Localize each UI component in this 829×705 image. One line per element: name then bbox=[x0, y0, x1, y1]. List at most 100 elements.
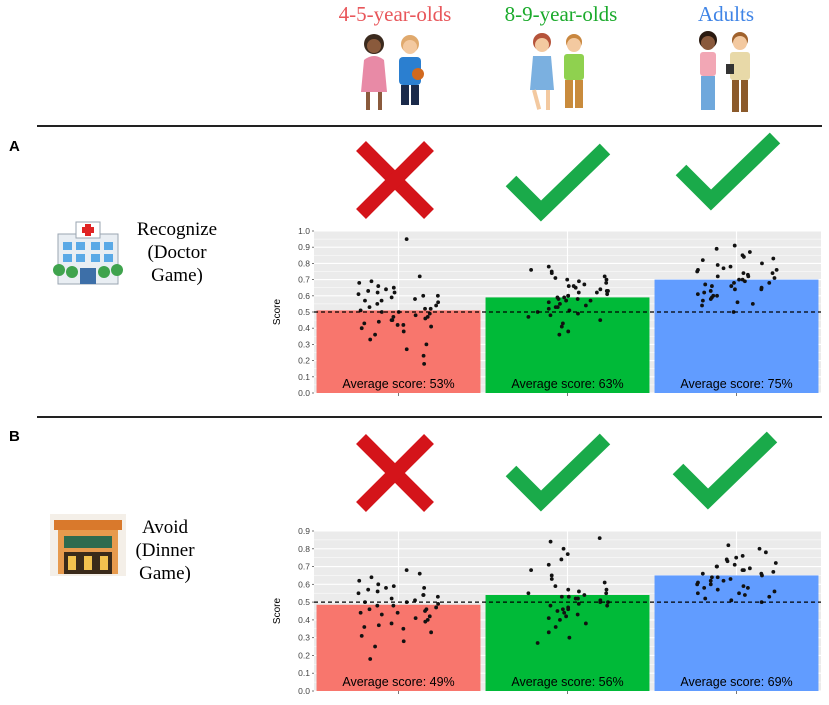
data-point bbox=[602, 274, 607, 279]
y-tick-label: 0.9 bbox=[298, 526, 310, 536]
adults-illustration bbox=[699, 31, 750, 112]
data-point bbox=[553, 584, 558, 589]
data-point bbox=[708, 578, 713, 583]
data-point bbox=[703, 596, 708, 601]
data-point bbox=[732, 562, 737, 567]
data-point bbox=[567, 308, 572, 313]
data-point bbox=[421, 593, 426, 597]
data-point bbox=[702, 585, 707, 590]
data-point bbox=[368, 657, 373, 661]
data-point bbox=[558, 302, 562, 306]
data-point bbox=[721, 266, 726, 271]
data-point bbox=[559, 324, 564, 329]
data-point bbox=[770, 271, 775, 276]
data-point bbox=[732, 280, 736, 285]
data-point bbox=[427, 614, 432, 619]
data-point bbox=[710, 575, 714, 580]
data-point bbox=[598, 318, 603, 322]
data-point bbox=[434, 605, 439, 610]
data-point bbox=[356, 292, 361, 297]
data-point bbox=[583, 621, 588, 626]
data-point bbox=[703, 282, 708, 287]
data-point bbox=[546, 264, 551, 269]
condition-line: (Doctor bbox=[147, 242, 207, 263]
data-point bbox=[401, 639, 406, 644]
data-point bbox=[401, 329, 406, 334]
data-point bbox=[772, 276, 777, 280]
data-point bbox=[721, 578, 726, 583]
group-label-middle: 8-9-year-olds bbox=[504, 2, 618, 26]
data-point bbox=[529, 267, 533, 272]
separator-middle bbox=[37, 416, 822, 418]
data-point bbox=[695, 269, 700, 274]
data-point bbox=[375, 589, 380, 594]
data-point bbox=[708, 582, 713, 587]
data-point bbox=[429, 630, 434, 635]
data-point bbox=[417, 274, 422, 279]
data-point bbox=[546, 616, 551, 621]
condition-line: Game) bbox=[139, 563, 191, 584]
data-point bbox=[424, 342, 429, 347]
y-tick-label: 0.0 bbox=[298, 388, 310, 398]
data-point bbox=[576, 596, 580, 601]
data-point bbox=[702, 290, 707, 295]
data-point bbox=[423, 619, 428, 624]
data-point bbox=[715, 575, 720, 580]
data-point bbox=[379, 310, 384, 314]
group-label-adults: Adults bbox=[697, 2, 754, 26]
data-point bbox=[395, 323, 400, 327]
data-point bbox=[422, 361, 427, 366]
data-point bbox=[436, 300, 441, 305]
data-point bbox=[714, 246, 719, 251]
data-point bbox=[549, 577, 554, 581]
data-point bbox=[566, 594, 571, 599]
data-point bbox=[767, 280, 772, 285]
data-point bbox=[548, 539, 553, 544]
data-point bbox=[772, 589, 777, 594]
data-point bbox=[391, 603, 396, 608]
data-point bbox=[369, 575, 374, 580]
data-point bbox=[526, 314, 531, 319]
cross-icon bbox=[356, 434, 434, 512]
data-point bbox=[367, 305, 372, 310]
data-point bbox=[700, 298, 705, 303]
data-point bbox=[743, 593, 747, 597]
data-point bbox=[582, 593, 587, 597]
condition-line: Recognize bbox=[136, 219, 218, 240]
data-point bbox=[708, 289, 713, 293]
data-point bbox=[435, 293, 440, 298]
data-point bbox=[604, 587, 609, 592]
data-point bbox=[401, 626, 406, 631]
data-point bbox=[404, 568, 409, 573]
y-tick-label: 0.8 bbox=[298, 544, 310, 554]
data-point bbox=[757, 546, 762, 551]
data-point bbox=[413, 313, 418, 318]
data-point bbox=[566, 607, 571, 612]
data-point bbox=[391, 285, 396, 290]
data-point bbox=[356, 591, 361, 596]
condition-line: (Dinner bbox=[135, 540, 195, 561]
data-point bbox=[575, 297, 580, 301]
data-point bbox=[605, 292, 610, 297]
children-4-5-illustration bbox=[361, 34, 424, 110]
y-tick-label: 0.6 bbox=[298, 579, 310, 589]
data-point bbox=[549, 573, 554, 578]
y-tick-label: 1.0 bbox=[298, 226, 310, 236]
data-point bbox=[740, 553, 745, 558]
data-point bbox=[565, 552, 570, 557]
data-point bbox=[358, 610, 363, 615]
panel-label-a: A bbox=[9, 138, 20, 155]
data-point bbox=[577, 589, 581, 594]
data-point bbox=[715, 263, 720, 267]
data-point bbox=[421, 353, 426, 358]
data-point bbox=[576, 601, 581, 606]
bar-label: Average score: 69% bbox=[680, 675, 792, 689]
y-tick-label: 0.7 bbox=[298, 562, 310, 572]
data-point bbox=[715, 564, 719, 569]
data-point bbox=[588, 298, 593, 303]
data-point bbox=[401, 323, 406, 327]
data-point bbox=[561, 546, 566, 551]
data-point bbox=[546, 300, 551, 305]
data-point bbox=[560, 321, 565, 326]
data-point bbox=[375, 302, 380, 306]
